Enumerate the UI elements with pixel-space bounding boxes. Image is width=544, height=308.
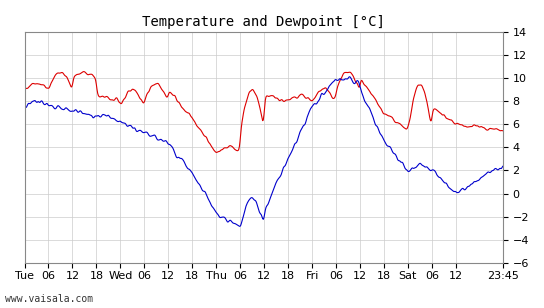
Title: Temperature and Dewpoint [°C]: Temperature and Dewpoint [°C]	[142, 15, 385, 29]
Text: www.vaisala.com: www.vaisala.com	[5, 294, 94, 304]
